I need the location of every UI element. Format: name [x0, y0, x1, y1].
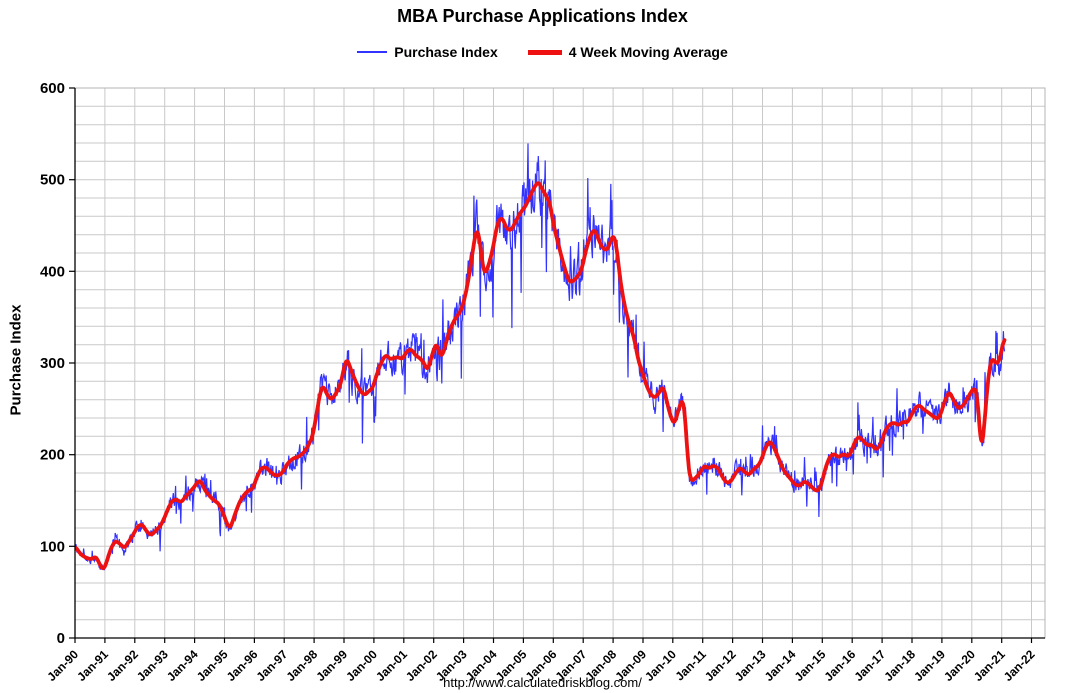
moving-average-line-swatch	[527, 49, 562, 55]
moving-average-line	[75, 181, 1007, 571]
grid	[74, 87, 1045, 639]
purchase-index-line-swatch	[357, 51, 388, 53]
y-tick-label: 200	[40, 447, 65, 464]
chart-canvas: 0100200300400500600Jan-90Jan-91Jan-92Jan…	[40, 80, 1046, 684]
y-tick-label: 400	[40, 263, 65, 280]
purchase-index-line	[75, 143, 1006, 571]
legend-label-moving-average: 4 Week Moving Average	[568, 44, 728, 60]
y-tick-label: 500	[40, 172, 65, 189]
y-tick-label: 100	[40, 538, 65, 555]
y-tick-label: 0	[57, 630, 65, 647]
legend-item-moving-average: 4 Week Moving Average	[527, 44, 728, 60]
y-tick-label: 300	[40, 355, 65, 372]
source-url: http://www.calculatedriskblog.com/	[443, 675, 642, 690]
legend-label-purchase-index: Purchase Index	[394, 44, 498, 60]
chart-title: MBA Purchase Applications Index	[397, 6, 688, 26]
legend: Purchase Index 4 Week Moving Average	[0, 44, 1085, 60]
legend-item-purchase-index: Purchase Index	[357, 44, 498, 60]
y-tick-label: 600	[40, 80, 65, 97]
